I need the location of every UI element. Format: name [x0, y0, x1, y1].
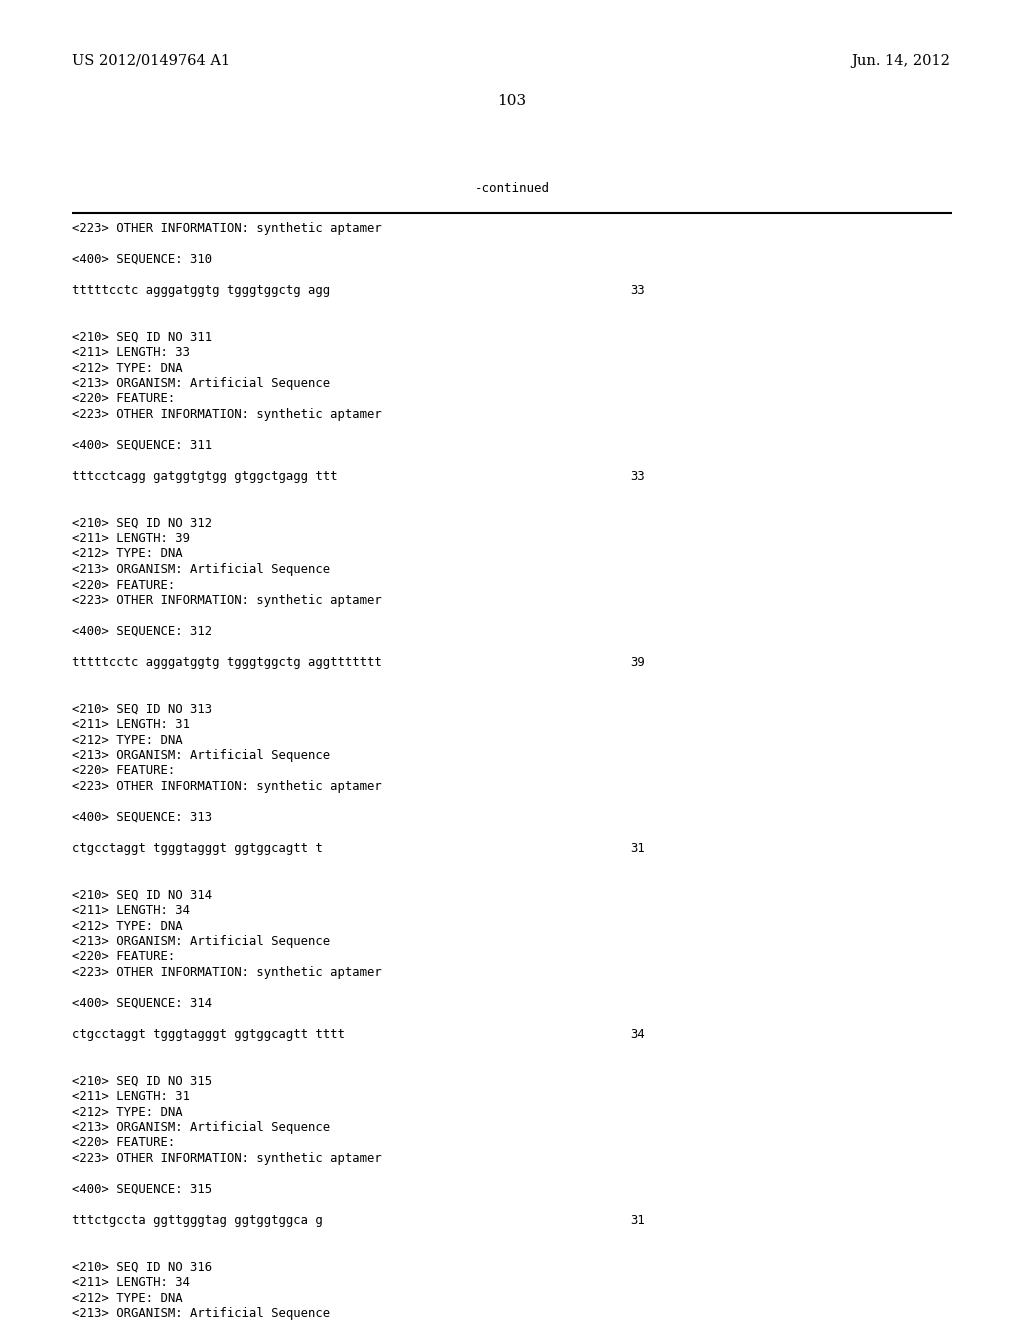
Text: tttttcctc agggatggtg tgggtggctg aggttttttt: tttttcctc agggatggtg tgggtggctg aggttttt… — [72, 656, 382, 669]
Text: ctgcctaggt tgggtagggt ggtggcagtt t: ctgcctaggt tgggtagggt ggtggcagtt t — [72, 842, 323, 855]
Text: <223> OTHER INFORMATION: synthetic aptamer: <223> OTHER INFORMATION: synthetic aptam… — [72, 222, 382, 235]
Text: US 2012/0149764 A1: US 2012/0149764 A1 — [72, 54, 230, 69]
Text: <213> ORGANISM: Artificial Sequence: <213> ORGANISM: Artificial Sequence — [72, 935, 330, 948]
Text: <223> OTHER INFORMATION: synthetic aptamer: <223> OTHER INFORMATION: synthetic aptam… — [72, 780, 382, 793]
Text: <223> OTHER INFORMATION: synthetic aptamer: <223> OTHER INFORMATION: synthetic aptam… — [72, 594, 382, 607]
Text: <400> SEQUENCE: 310: <400> SEQUENCE: 310 — [72, 253, 212, 267]
Text: 31: 31 — [630, 1214, 645, 1228]
Text: <212> TYPE: DNA: <212> TYPE: DNA — [72, 1291, 182, 1304]
Text: tttttcctc agggatggtg tgggtggctg agg: tttttcctc agggatggtg tgggtggctg agg — [72, 284, 330, 297]
Text: 33: 33 — [630, 470, 645, 483]
Text: <212> TYPE: DNA: <212> TYPE: DNA — [72, 362, 182, 375]
Text: 103: 103 — [498, 94, 526, 108]
Text: <213> ORGANISM: Artificial Sequence: <213> ORGANISM: Artificial Sequence — [72, 1307, 330, 1320]
Text: <210> SEQ ID NO 316: <210> SEQ ID NO 316 — [72, 1261, 212, 1274]
Text: <220> FEATURE:: <220> FEATURE: — [72, 950, 175, 964]
Text: <212> TYPE: DNA: <212> TYPE: DNA — [72, 920, 182, 932]
Text: <211> LENGTH: 31: <211> LENGTH: 31 — [72, 718, 190, 731]
Text: tttcctcagg gatggtgtgg gtggctgagg ttt: tttcctcagg gatggtgtgg gtggctgagg ttt — [72, 470, 338, 483]
Text: <400> SEQUENCE: 311: <400> SEQUENCE: 311 — [72, 440, 212, 451]
Text: <223> OTHER INFORMATION: synthetic aptamer: <223> OTHER INFORMATION: synthetic aptam… — [72, 966, 382, 979]
Text: <213> ORGANISM: Artificial Sequence: <213> ORGANISM: Artificial Sequence — [72, 748, 330, 762]
Text: ctgcctaggt tgggtagggt ggtggcagtt tttt: ctgcctaggt tgggtagggt ggtggcagtt tttt — [72, 1028, 345, 1041]
Text: <223> OTHER INFORMATION: synthetic aptamer: <223> OTHER INFORMATION: synthetic aptam… — [72, 408, 382, 421]
Text: <400> SEQUENCE: 312: <400> SEQUENCE: 312 — [72, 624, 212, 638]
Text: <223> OTHER INFORMATION: synthetic aptamer: <223> OTHER INFORMATION: synthetic aptam… — [72, 1152, 382, 1166]
Text: -continued: -continued — [474, 182, 550, 195]
Text: <400> SEQUENCE: 315: <400> SEQUENCE: 315 — [72, 1183, 212, 1196]
Text: <210> SEQ ID NO 311: <210> SEQ ID NO 311 — [72, 330, 212, 343]
Text: <220> FEATURE:: <220> FEATURE: — [72, 1137, 175, 1150]
Text: tttctgccta ggttgggtag ggtggtggca g: tttctgccta ggttgggtag ggtggtggca g — [72, 1214, 323, 1228]
Text: <211> LENGTH: 39: <211> LENGTH: 39 — [72, 532, 190, 545]
Text: <211> LENGTH: 34: <211> LENGTH: 34 — [72, 1276, 190, 1290]
Text: <213> ORGANISM: Artificial Sequence: <213> ORGANISM: Artificial Sequence — [72, 1121, 330, 1134]
Text: <400> SEQUENCE: 314: <400> SEQUENCE: 314 — [72, 997, 212, 1010]
Text: 34: 34 — [630, 1028, 645, 1041]
Text: <212> TYPE: DNA: <212> TYPE: DNA — [72, 548, 182, 561]
Text: <213> ORGANISM: Artificial Sequence: <213> ORGANISM: Artificial Sequence — [72, 564, 330, 576]
Text: <210> SEQ ID NO 315: <210> SEQ ID NO 315 — [72, 1074, 212, 1088]
Text: 33: 33 — [630, 284, 645, 297]
Text: <400> SEQUENCE: 313: <400> SEQUENCE: 313 — [72, 810, 212, 824]
Text: <213> ORGANISM: Artificial Sequence: <213> ORGANISM: Artificial Sequence — [72, 378, 330, 389]
Text: 31: 31 — [630, 842, 645, 855]
Text: <210> SEQ ID NO 312: <210> SEQ ID NO 312 — [72, 516, 212, 529]
Text: <210> SEQ ID NO 314: <210> SEQ ID NO 314 — [72, 888, 212, 902]
Text: <211> LENGTH: 33: <211> LENGTH: 33 — [72, 346, 190, 359]
Text: <211> LENGTH: 31: <211> LENGTH: 31 — [72, 1090, 190, 1104]
Text: Jun. 14, 2012: Jun. 14, 2012 — [851, 54, 950, 69]
Text: <220> FEATURE:: <220> FEATURE: — [72, 764, 175, 777]
Text: <220> FEATURE:: <220> FEATURE: — [72, 392, 175, 405]
Text: <212> TYPE: DNA: <212> TYPE: DNA — [72, 734, 182, 747]
Text: <211> LENGTH: 34: <211> LENGTH: 34 — [72, 904, 190, 917]
Text: <212> TYPE: DNA: <212> TYPE: DNA — [72, 1106, 182, 1118]
Text: 39: 39 — [630, 656, 645, 669]
Text: <220> FEATURE:: <220> FEATURE: — [72, 578, 175, 591]
Text: <210> SEQ ID NO 313: <210> SEQ ID NO 313 — [72, 702, 212, 715]
